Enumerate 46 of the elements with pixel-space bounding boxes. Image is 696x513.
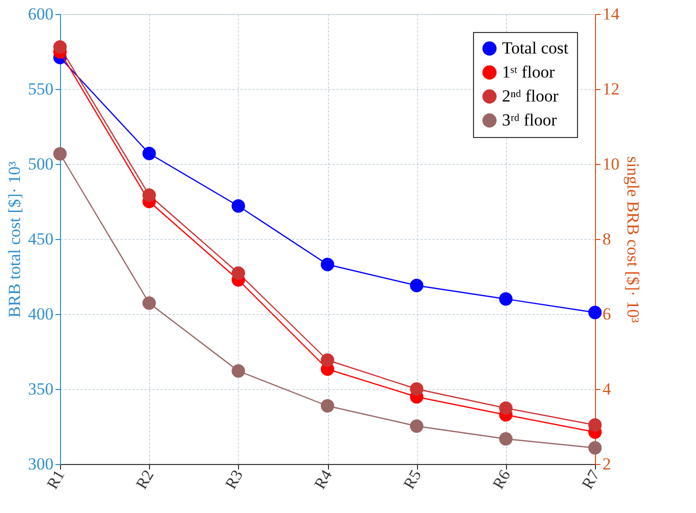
x-tick-label: R7 bbox=[579, 468, 604, 492]
legend-label: Total cost bbox=[502, 38, 569, 58]
point bbox=[320, 258, 334, 272]
y-tick-label: 600 bbox=[28, 4, 54, 24]
y2-tick-label: 4 bbox=[602, 380, 612, 398]
y2-tick-label: 2 bbox=[602, 454, 611, 474]
legend-label: 2ⁿᵈ floor bbox=[502, 86, 559, 106]
point bbox=[232, 266, 246, 280]
point bbox=[232, 364, 246, 378]
y2-tick-label: 14 bbox=[602, 4, 620, 24]
point bbox=[320, 399, 334, 413]
y-tick-label: 500 bbox=[28, 154, 54, 174]
y-tick-label: 400 bbox=[28, 304, 54, 324]
x-tick-label: R2 bbox=[133, 468, 158, 492]
point bbox=[588, 441, 602, 455]
point bbox=[232, 199, 246, 213]
point bbox=[499, 292, 513, 306]
point bbox=[142, 146, 156, 160]
legend-label: 3ʳᵈ floor bbox=[502, 110, 558, 130]
x-tick-label: R3 bbox=[222, 468, 247, 492]
y-tick-label: 300 bbox=[28, 454, 54, 474]
y2-tick-label: 8 bbox=[602, 230, 611, 248]
point bbox=[142, 296, 156, 310]
y-tick-label: 550 bbox=[28, 80, 54, 98]
point bbox=[53, 147, 67, 161]
point bbox=[53, 40, 67, 54]
point bbox=[320, 353, 334, 367]
y2-tick-label: 12 bbox=[602, 80, 620, 98]
point bbox=[499, 401, 513, 415]
point bbox=[410, 278, 424, 292]
x-tick-label: R4 bbox=[312, 468, 336, 492]
y-tick-label: 450 bbox=[28, 230, 54, 248]
y-axis-title: BRB total cost [$]· 10³ bbox=[5, 161, 24, 318]
x-tick-label: R6 bbox=[490, 468, 514, 492]
y2-tick-label: 6 bbox=[602, 304, 611, 324]
point bbox=[588, 418, 602, 432]
point bbox=[499, 432, 513, 446]
point bbox=[410, 419, 424, 433]
y2-axis-title: single BRB cost [$]· 10³ bbox=[624, 156, 642, 323]
point bbox=[588, 306, 602, 320]
legend-label: 1ˢᵗ floor bbox=[502, 62, 555, 82]
x-tick-label: R5 bbox=[400, 468, 425, 492]
y2-tick-label: 10 bbox=[602, 154, 620, 174]
point bbox=[410, 382, 424, 396]
y-tick-label: 350 bbox=[28, 380, 54, 398]
point bbox=[142, 188, 156, 202]
